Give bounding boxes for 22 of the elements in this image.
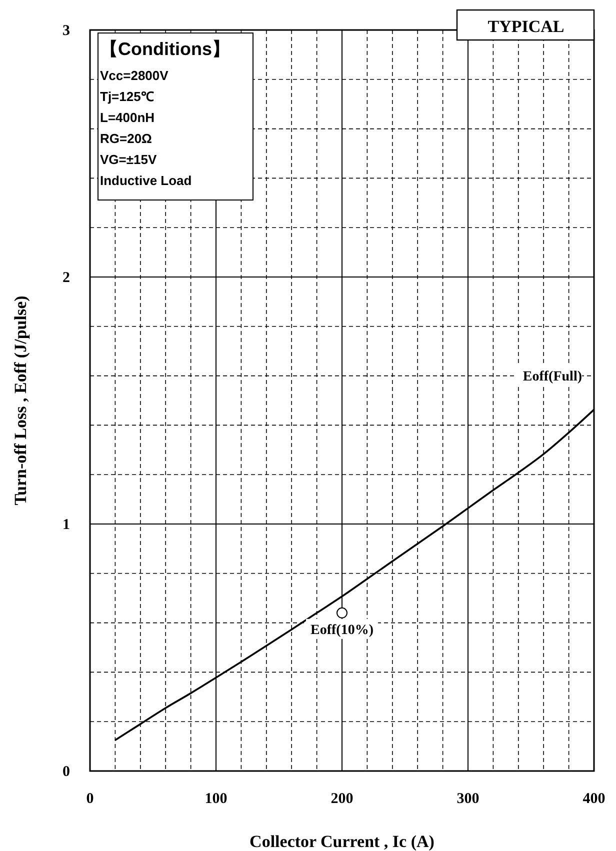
x-tick-label: 300 [456, 791, 480, 807]
annotation: Inductive Load [100, 173, 192, 188]
annotation: Vcc=2800V [100, 68, 169, 83]
annotation: L=400nH [100, 110, 155, 125]
x-tick-label: 400 [582, 791, 606, 807]
y-tick-label: 3 [62, 23, 70, 39]
x-axis-title: Collector Current , Ic (A) [250, 832, 434, 851]
x-tick-label: 200 [330, 791, 354, 807]
series-label: Eoff(Full) [522, 370, 582, 385]
annotation: Tj=125℃ [100, 89, 154, 104]
series-label: Eoff(10%) [310, 622, 374, 638]
annotation: TYPICAL [488, 17, 564, 36]
y-tick-label: 2 [62, 270, 70, 286]
label-box: TYPICAL [456, 9, 595, 41]
y-axis-title: Turn-off Loss , Eoff (J/pulse) [11, 296, 30, 506]
x-tick-label: 0 [86, 791, 94, 807]
x-tick-label: 100 [204, 791, 228, 807]
annotation: RG=20Ω [100, 131, 152, 146]
y-tick-label: 0 [62, 764, 70, 780]
annotation: VG=±15V [100, 152, 157, 167]
annotation: 【Conditions】 [100, 39, 230, 59]
y-tick-label: 1 [62, 517, 70, 533]
